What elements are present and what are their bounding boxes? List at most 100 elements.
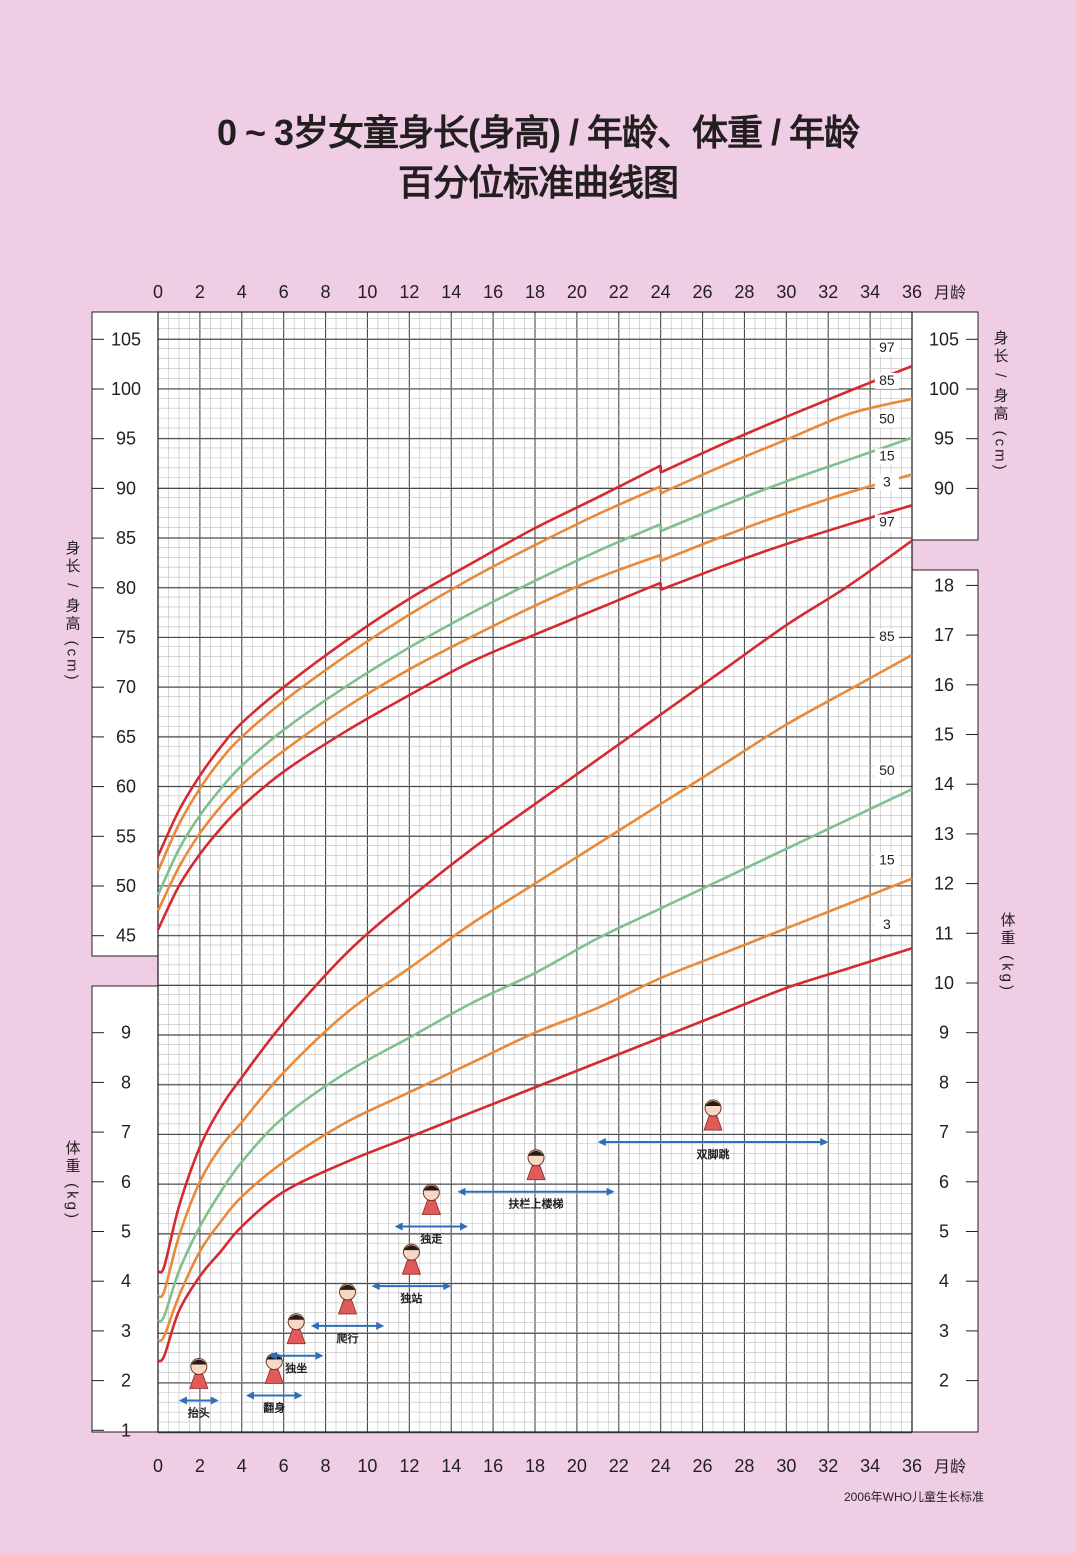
weight-tick-left: 2 xyxy=(121,1371,131,1391)
length-tick-left: 95 xyxy=(116,429,136,449)
weight-label-bg-50 xyxy=(874,763,899,780)
length-curve-15 xyxy=(660,473,913,563)
x-tick-bottom: 10 xyxy=(357,1456,377,1476)
length-axis-label-left: 身长 / 身高 (cm) xyxy=(64,540,81,683)
weight-tick-right: 12 xyxy=(934,874,954,894)
x-tick-top: 16 xyxy=(483,282,503,302)
child-dress-icon xyxy=(703,1115,723,1131)
x-tick-bottom: 18 xyxy=(525,1456,545,1476)
x-tick-top: 28 xyxy=(734,282,754,302)
weight-tick-right: 11 xyxy=(935,923,954,943)
weight-label-15: 15 xyxy=(879,852,895,868)
length-label-bg-85 xyxy=(874,372,899,389)
length-curve-85 xyxy=(156,485,662,872)
weight-curve-3 xyxy=(157,946,913,1363)
length-label-bg-15 xyxy=(874,448,899,465)
child-dress-icon xyxy=(526,1165,546,1181)
x-tick-top: 32 xyxy=(818,282,838,302)
weight-tick-left: 5 xyxy=(121,1222,131,1242)
length-curve-50 xyxy=(156,522,662,896)
weight-label-50: 50 xyxy=(879,762,895,778)
weight-curve-97 xyxy=(156,539,913,1274)
length-curve-85 xyxy=(660,397,913,495)
child-hair-icon xyxy=(423,1185,440,1191)
x-tick-bottom: 30 xyxy=(776,1456,796,1476)
x-tick-bottom: 22 xyxy=(609,1456,629,1476)
weight-axis-label-left: 体重 (kg) xyxy=(64,1140,81,1221)
x-tick-top: 14 xyxy=(441,282,461,302)
length-tick-left: 100 xyxy=(111,379,141,399)
milestone-label: 扶栏上楼梯 xyxy=(509,1197,564,1211)
weight-label-97: 97 xyxy=(879,514,895,530)
weight-tick-right: 6 xyxy=(939,1172,949,1192)
milestone-arrow-right xyxy=(210,1396,219,1405)
milestone-arrow-left xyxy=(597,1138,606,1147)
milestone-arrow-left xyxy=(394,1222,403,1231)
weight-tick-right: 4 xyxy=(939,1271,949,1291)
weight-tick-left: 1 xyxy=(121,1420,131,1440)
weight-label-bg-3 xyxy=(874,917,899,934)
weight-axis-label-right: 体重 (kg) xyxy=(999,912,1016,993)
x-tick-top: 6 xyxy=(279,282,289,302)
milestone-arrow-right xyxy=(315,1351,324,1360)
weight-tick-left: 7 xyxy=(121,1122,131,1142)
page-subtitle: 百分位标准曲线图 xyxy=(397,162,679,203)
weight-label-bg-97 xyxy=(874,514,899,531)
x-tick-bottom: 14 xyxy=(441,1456,461,1476)
length-axis-label-right: 身长 / 身高 (cm) xyxy=(992,330,1009,473)
milestone-arrow-right xyxy=(376,1321,385,1330)
milestone-arrow-right xyxy=(294,1391,303,1400)
x-tick-bottom: 26 xyxy=(693,1456,713,1476)
length-left-axis-box xyxy=(91,311,159,957)
length-tick-right: 100 xyxy=(929,379,959,399)
length-label-15: 15 xyxy=(879,447,895,463)
x-tick-bottom: 28 xyxy=(734,1456,754,1476)
child-hair-icon xyxy=(403,1245,420,1251)
x-tick-top: 24 xyxy=(651,282,671,302)
weight-label-3: 3 xyxy=(883,916,891,932)
length-tick-left: 60 xyxy=(116,777,136,797)
weight-curve-85 xyxy=(157,653,913,1299)
child-dress-icon xyxy=(189,1374,209,1389)
weight-tick-left: 8 xyxy=(121,1072,131,1092)
length-tick-left: 70 xyxy=(116,677,136,697)
weight-tick-left: 6 xyxy=(121,1172,131,1192)
length-label-3: 3 xyxy=(883,473,891,489)
x-tick-bottom: 32 xyxy=(818,1456,838,1476)
weight-tick-right: 2 xyxy=(939,1371,949,1391)
milestone-label: 独走 xyxy=(419,1232,442,1246)
weight-tick-left: 3 xyxy=(121,1321,131,1341)
x-tick-bottom: 16 xyxy=(483,1456,503,1476)
weight-tick-right: 13 xyxy=(934,824,954,844)
child-hair-icon xyxy=(288,1314,305,1320)
x-tick-top: 34 xyxy=(860,282,880,302)
length-tick-left: 90 xyxy=(116,478,136,498)
weight-curve-15 xyxy=(157,877,913,1343)
weight-curve-50 xyxy=(157,787,913,1323)
milestone-label: 翻身 xyxy=(263,1401,285,1415)
length-tick-left: 55 xyxy=(116,826,136,846)
length-tick-left: 75 xyxy=(116,628,136,648)
milestone-arrow-right xyxy=(459,1222,468,1231)
weight-label-bg-15 xyxy=(874,852,899,869)
length-tick-left: 80 xyxy=(116,578,136,598)
x-unit-bottom: 月龄 xyxy=(934,1458,966,1476)
x-tick-bottom: 12 xyxy=(399,1456,419,1476)
x-tick-top: 2 xyxy=(195,282,205,302)
weight-tick-right: 10 xyxy=(934,973,954,993)
weight-tick-right: 17 xyxy=(934,625,954,645)
child-dress-icon xyxy=(286,1329,306,1345)
weight-tick-right: 8 xyxy=(939,1072,949,1092)
weight-tick-right: 3 xyxy=(939,1321,949,1341)
child-hair-icon xyxy=(528,1150,545,1156)
child-hair-icon xyxy=(705,1101,722,1107)
length-label-50: 50 xyxy=(879,411,895,427)
length-curve-97 xyxy=(660,364,913,474)
weight-tick-right: 7 xyxy=(939,1122,949,1142)
x-unit-top: 月龄 xyxy=(934,284,966,302)
length-curve-3 xyxy=(660,504,913,592)
weight-tick-right: 14 xyxy=(934,774,954,794)
weight-tick-right: 18 xyxy=(934,575,954,595)
weight-tick-right: 16 xyxy=(934,675,954,695)
length-curve-50 xyxy=(660,436,913,533)
